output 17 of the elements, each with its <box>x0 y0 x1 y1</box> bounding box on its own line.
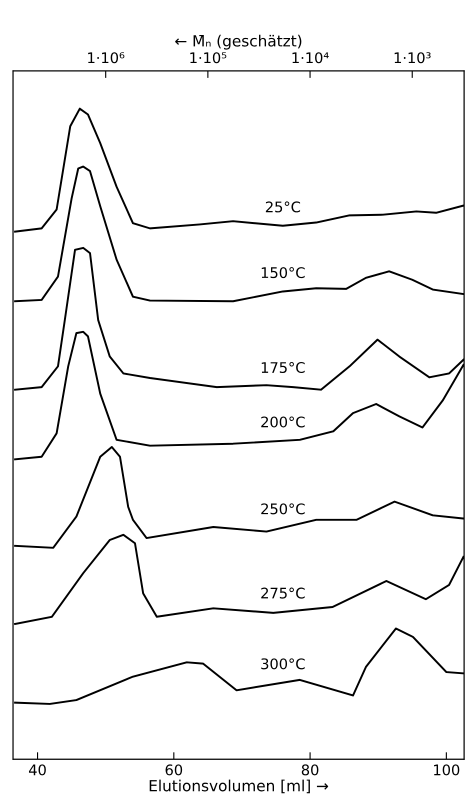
x2-tick-label: 1·10⁵ <box>190 52 226 64</box>
x2-tick-label: 1·10⁴ <box>292 52 329 64</box>
x-tick-label: 100 <box>434 764 460 776</box>
series-label: 250°C <box>261 503 305 514</box>
x2-tick-label: 1·10⁶ <box>88 52 124 64</box>
series-label: 25°C <box>266 201 300 212</box>
x-tick-label: 40 <box>28 764 46 776</box>
x-tick-label: 60 <box>166 764 182 776</box>
x-tick-label: 80 <box>302 764 318 776</box>
x2-tick-label: 1·10³ <box>394 52 431 64</box>
x2-axis-title: ← M̄ₙ (geschätzt) <box>175 34 302 50</box>
series-label: 200°C <box>261 416 305 428</box>
series-label: 175°C <box>262 362 305 374</box>
x-axis-title: Elutionsvolumen [ml] → <box>150 780 328 794</box>
series-label: 150°C <box>262 267 305 278</box>
series-label: 300°C <box>261 658 305 670</box>
series-label: 275°C <box>261 588 305 599</box>
